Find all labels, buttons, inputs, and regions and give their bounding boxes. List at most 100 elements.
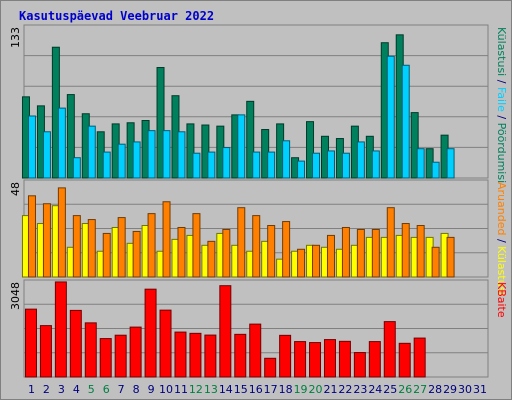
pages-bar [132, 230, 141, 278]
y-max-label: 133 [9, 27, 22, 48]
files-bar [431, 161, 440, 179]
visits-bar [246, 100, 255, 179]
kbytes-bar [338, 340, 351, 378]
visits-bar [66, 94, 75, 179]
files-bar [72, 157, 81, 179]
files-bar [162, 130, 171, 179]
x-tick-label: 10 [159, 383, 173, 396]
visits-bar [201, 124, 210, 179]
x-tick-label: 8 [133, 383, 140, 396]
pages-bar [446, 236, 455, 278]
x-tick-label: 26 [398, 383, 412, 396]
x-tick-label: 4 [73, 383, 80, 396]
x-tick-label: 25 [383, 383, 397, 396]
files-bar [416, 148, 425, 179]
pages-bar [297, 248, 306, 278]
pages-bar [282, 221, 291, 278]
pages-bar [102, 232, 111, 278]
kbytes-bar [323, 339, 336, 378]
pages-bar [87, 219, 96, 278]
visits-bar [156, 67, 165, 179]
files-bar [252, 151, 261, 179]
files-bar [267, 151, 276, 179]
pages-bar [431, 246, 440, 278]
x-tick-label: 23 [353, 383, 367, 396]
files-bar [297, 160, 306, 179]
kbytes-bar [234, 333, 247, 378]
kbytes-bar [204, 334, 217, 378]
pages-bar [386, 207, 395, 278]
pages-bar [57, 187, 66, 278]
x-tick-label: 27 [413, 383, 427, 396]
pages-bar [72, 215, 81, 278]
x-tick-label: 6 [103, 383, 110, 396]
kbytes-bar [69, 309, 82, 378]
x-tick-label: 29 [443, 383, 457, 396]
visits-bar [306, 121, 315, 179]
x-tick-label: 30 [458, 383, 472, 396]
kbytes-bar [398, 342, 411, 378]
kbytes-bar [219, 285, 232, 378]
x-tick-label: 22 [338, 383, 352, 396]
files-bar [446, 148, 455, 179]
files-bar [132, 141, 141, 179]
x-tick-label: 21 [323, 383, 337, 396]
x-tick-label: 24 [368, 383, 382, 396]
x-tick-label: 1 [28, 383, 35, 396]
pages-bar [252, 215, 261, 278]
kbytes-bar [413, 337, 426, 378]
kbytes-bar [84, 322, 97, 378]
x-tick-label: 19 [294, 383, 308, 396]
files-bar [326, 150, 335, 179]
files-bar [386, 55, 395, 179]
kbytes-bar [249, 323, 262, 378]
kbytes-bar [383, 321, 396, 378]
files-bar [312, 152, 321, 179]
kbytes-bar [24, 308, 37, 378]
y-max-label: 3048 [9, 282, 22, 310]
x-tick-label: 2 [43, 383, 50, 396]
pages-bar [312, 244, 321, 278]
pages-bar [401, 223, 410, 278]
pages-bar [237, 207, 246, 278]
files-bar [57, 107, 66, 179]
files-bar [282, 140, 291, 179]
files-bar [237, 114, 246, 179]
pages-bar [371, 228, 380, 278]
kbytes-bar [114, 334, 127, 378]
files-bar [341, 152, 350, 179]
pages-bar [27, 195, 36, 278]
x-tick-label: 28 [428, 383, 442, 396]
kbytes-bar [174, 331, 187, 378]
files-bar [177, 131, 186, 179]
pages-bar [147, 213, 156, 278]
right-legend-label: Külastusi / Faile / Pöördumisi [495, 27, 508, 183]
pages-bar [267, 225, 276, 278]
kbytes-bar [309, 342, 322, 378]
x-tick-label: 9 [148, 383, 155, 396]
pages-bar [341, 226, 350, 278]
y-max-label: 48 [9, 182, 22, 196]
kbytes-bar [129, 326, 142, 378]
files-bar [192, 152, 201, 179]
kbytes-bar [368, 341, 381, 378]
pages-bar [177, 226, 186, 278]
kbytes-bar [54, 281, 67, 378]
files-bar [87, 125, 96, 179]
kbytes-bar [189, 332, 202, 378]
x-tick-label: 3 [58, 383, 65, 396]
files-bar [207, 151, 216, 179]
files-bar [102, 151, 111, 179]
files-bar [42, 131, 51, 179]
x-tick-label: 16 [249, 383, 263, 396]
files-bar [222, 147, 231, 179]
files-bar [356, 141, 365, 179]
files-bar [117, 143, 126, 179]
x-tick-label: 12 [189, 383, 203, 396]
pages-bar [222, 228, 231, 278]
visits-bar [410, 112, 419, 179]
files-bar [371, 150, 380, 179]
kbytes-bar [39, 325, 52, 378]
kbytes-bar [99, 338, 112, 378]
kbytes-bar [144, 288, 157, 378]
